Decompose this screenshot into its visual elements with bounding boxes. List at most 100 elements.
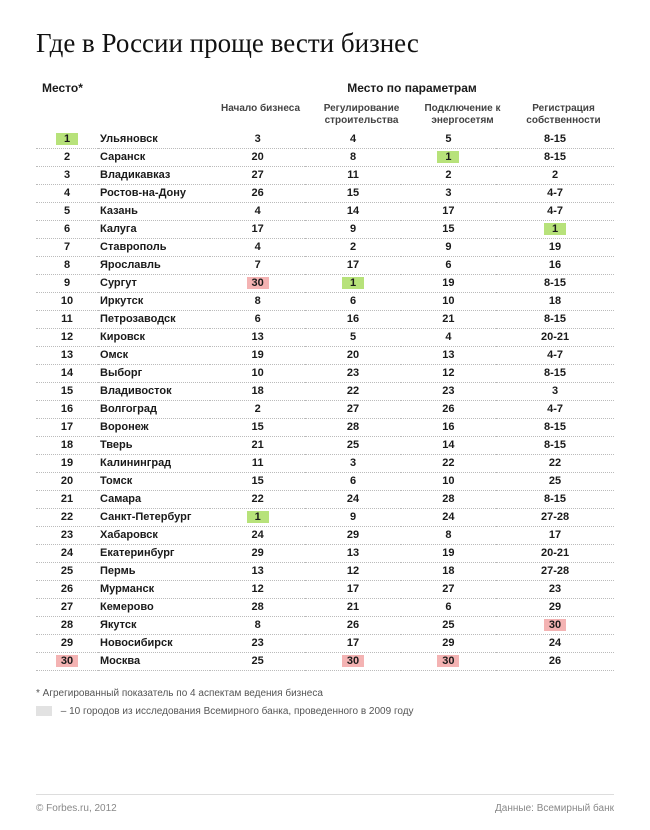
table-row: 10Иркутск861018	[36, 292, 614, 310]
cell-city: Томск	[98, 472, 210, 490]
cell-c4: 8-15	[496, 148, 614, 166]
table-row: 26Мурманск12172723	[36, 580, 614, 598]
cell-c1: 7	[210, 256, 305, 274]
cell-c1: 13	[210, 562, 305, 580]
table-row: 18Тверь2125148-15	[36, 436, 614, 454]
cell-rank: 24	[36, 544, 98, 562]
cell-rank: 27	[36, 598, 98, 616]
cell-c1: 25	[210, 652, 305, 670]
cell-c2: 17	[305, 580, 400, 598]
cell-c4: 19	[496, 238, 614, 256]
cell-c1: 3	[210, 130, 305, 148]
cell-c3: 15	[401, 220, 496, 238]
cell-c3: 9	[401, 238, 496, 256]
ranking-table: 1Ульяновск3458-152Саранск20818-153Владик…	[36, 130, 614, 671]
cell-rank: 29	[36, 634, 98, 652]
table-row: 30Москва25303026	[36, 652, 614, 670]
cell-c2: 14	[305, 202, 400, 220]
table-row: 6Калуга179151	[36, 220, 614, 238]
footnote-2: – 10 городов из исследования Всемирного …	[61, 706, 414, 717]
cell-c4: 8-15	[496, 130, 614, 148]
cell-c2: 25	[305, 436, 400, 454]
cell-c1: 10	[210, 364, 305, 382]
table-row: 25Пермь13121827-28	[36, 562, 614, 580]
cell-c3: 8	[401, 526, 496, 544]
cell-rank: 3	[36, 166, 98, 184]
table-row: 16Волгоград227264-7	[36, 400, 614, 418]
cell-c2: 20	[305, 346, 400, 364]
cell-rank: 23	[36, 526, 98, 544]
cell-c2: 12	[305, 562, 400, 580]
cell-city: Омск	[98, 346, 210, 364]
cell-rank: 16	[36, 400, 98, 418]
cell-city: Казань	[98, 202, 210, 220]
table-row: 5Казань414174-7	[36, 202, 614, 220]
cell-rank: 13	[36, 346, 98, 364]
table-row: 22Санкт-Петербург192427-28	[36, 508, 614, 526]
header-params: Место по параметрам	[210, 81, 614, 95]
table-row: 8Ярославль717616	[36, 256, 614, 274]
cell-city: Санкт-Петербург	[98, 508, 210, 526]
cell-rank: 30	[36, 652, 98, 670]
cell-city: Ярославль	[98, 256, 210, 274]
cell-c2: 11	[305, 166, 400, 184]
cell-c1: 24	[210, 526, 305, 544]
cell-c4: 1	[496, 220, 614, 238]
cell-c4: 20-21	[496, 544, 614, 562]
cell-c3: 28	[401, 490, 496, 508]
cell-c1: 2	[210, 400, 305, 418]
cell-rank: 7	[36, 238, 98, 256]
footnote-1: * Агрегированный показатель по 4 аспекта…	[36, 685, 614, 703]
table-row: 21Самара2224288-15	[36, 490, 614, 508]
cell-rank: 12	[36, 328, 98, 346]
cell-c1: 4	[210, 202, 305, 220]
cell-city: Петрозаводск	[98, 310, 210, 328]
cell-c4: 8-15	[496, 310, 614, 328]
cell-city: Якутск	[98, 616, 210, 634]
cell-c3: 5	[401, 130, 496, 148]
cell-c3: 21	[401, 310, 496, 328]
cell-c4: 26	[496, 652, 614, 670]
cell-c2: 27	[305, 400, 400, 418]
cell-c2: 5	[305, 328, 400, 346]
cell-rank: 15	[36, 382, 98, 400]
cell-c3: 6	[401, 598, 496, 616]
cell-city: Пермь	[98, 562, 210, 580]
cell-city: Владивосток	[98, 382, 210, 400]
cell-c4: 8-15	[496, 418, 614, 436]
cell-rank: 10	[36, 292, 98, 310]
cell-c2: 24	[305, 490, 400, 508]
cell-c2: 1	[305, 274, 400, 292]
cell-c2: 6	[305, 292, 400, 310]
cell-city: Екатеринбург	[98, 544, 210, 562]
cell-rank: 11	[36, 310, 98, 328]
cell-c3: 18	[401, 562, 496, 580]
cell-city: Новосибирск	[98, 634, 210, 652]
cell-rank: 22	[36, 508, 98, 526]
cell-c4: 16	[496, 256, 614, 274]
cell-c1: 20	[210, 148, 305, 166]
cell-c2: 22	[305, 382, 400, 400]
cell-c3: 6	[401, 256, 496, 274]
cell-c3: 2	[401, 166, 496, 184]
cell-city: Выборг	[98, 364, 210, 382]
cell-rank: 8	[36, 256, 98, 274]
subhead-col4: Регистрация собственности	[513, 103, 614, 126]
cell-c1: 22	[210, 490, 305, 508]
footer-bar: © Forbes.ru, 2012 Данные: Всемирный банк	[36, 794, 614, 814]
table-row: 13Омск1920134-7	[36, 346, 614, 364]
cell-c2: 17	[305, 634, 400, 652]
cell-c4: 25	[496, 472, 614, 490]
cell-c2: 28	[305, 418, 400, 436]
cell-city: Калуга	[98, 220, 210, 238]
cell-c3: 13	[401, 346, 496, 364]
footnotes: * Агрегированный показатель по 4 аспекта…	[36, 685, 614, 721]
cell-rank: 26	[36, 580, 98, 598]
cell-c3: 19	[401, 274, 496, 292]
cell-c2: 9	[305, 508, 400, 526]
cell-city: Саранск	[98, 148, 210, 166]
header-rank: Место*	[36, 81, 98, 95]
subhead-col1: Начало бизнеса	[210, 103, 311, 126]
cell-c3: 26	[401, 400, 496, 418]
table-row: 17Воронеж1528168-15	[36, 418, 614, 436]
